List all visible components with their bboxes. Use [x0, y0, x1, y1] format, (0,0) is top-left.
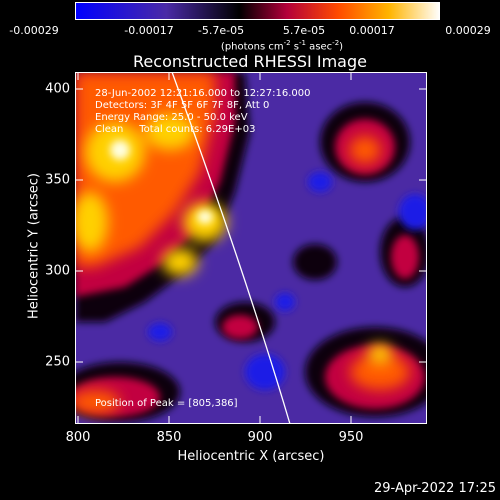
info-time-range: 28-Jun-2002 12:21:16.000 to 12:27:16.000 — [95, 88, 311, 99]
rhessi-image-map — [75, 72, 427, 424]
info-clean-counts: Clean Total counts: 6.29E+03 — [95, 124, 256, 135]
x-tick-label: 950 — [338, 430, 364, 445]
unit-part: ) — [339, 41, 344, 53]
x-tick-label: 800 — [65, 430, 91, 445]
solar-limb-line — [171, 72, 291, 424]
unit-exponent: -2 — [283, 39, 291, 47]
plot-title: Reconstructed RHESSI Image — [133, 52, 367, 71]
rhessi-image — [75, 72, 427, 424]
colorbar-tick-label: -0.00029 — [9, 24, 59, 37]
y-axis-title: Heliocentric Y (arcsec) — [26, 173, 42, 319]
x-axis-title: Heliocentric X (arcsec) — [177, 449, 325, 464]
x-tick-label: 850 — [156, 430, 182, 445]
info-energy-range: Energy Range: 25.0 - 50.0 keV — [95, 112, 248, 123]
y-tick-label: 300 — [45, 263, 70, 279]
unit-exponent: -1 — [299, 39, 307, 47]
colorbar-unit-label: (photons cm-2 s-1 asec-2) — [221, 39, 343, 52]
axis-ticks — [75, 72, 427, 424]
unit-part: s — [290, 41, 300, 53]
colorbar — [75, 2, 440, 20]
y-tick-label: 350 — [45, 172, 70, 188]
colorbar-tick-label: 0.00029 — [445, 24, 491, 37]
info-detectors: Detectors: 3F 4F 5F 6F 7F 8F, Att 0 — [95, 100, 270, 111]
colorbar-tick-label: 0.00017 — [349, 24, 395, 37]
y-tick-label: 400 — [45, 81, 70, 97]
render-timestamp: 29-Apr-2022 17:25 — [374, 481, 496, 496]
unit-part: asec — [306, 41, 333, 53]
unit-exponent: -2 — [332, 39, 340, 47]
unit-part: (photons cm — [220, 41, 284, 53]
x-tick-label: 900 — [247, 430, 273, 445]
colorbar-tick-label: -5.7e-05 — [197, 24, 245, 37]
colorbar-tick-label: 5.7e-05 — [282, 24, 326, 37]
y-tick-label: 250 — [45, 354, 70, 370]
colorbar-tick-label: -0.00017 — [124, 24, 174, 37]
peak-position-label: Position of Peak = [805,386] — [95, 398, 238, 409]
